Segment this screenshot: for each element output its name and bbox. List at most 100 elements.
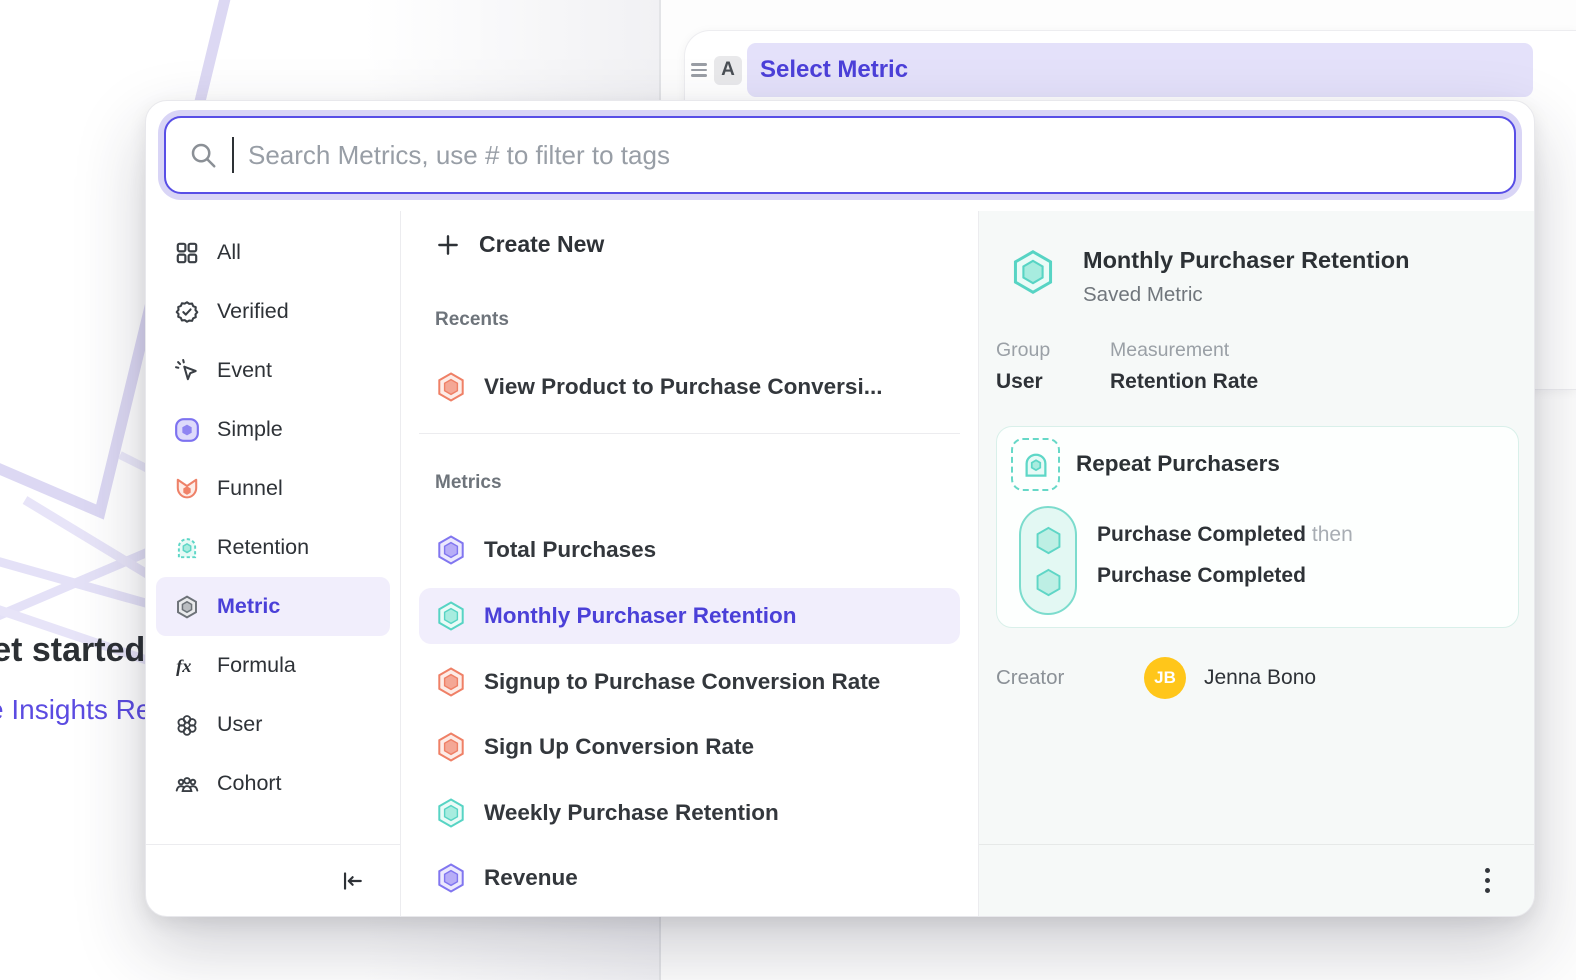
background-report-link[interactable]: e Insights Re bbox=[0, 694, 151, 726]
sidebar-item-metric[interactable]: Metric bbox=[156, 577, 390, 636]
search-bar bbox=[164, 116, 1516, 194]
sidebar-item-simple[interactable]: Simple bbox=[156, 400, 390, 459]
definition-step-1: Purchase Completed then bbox=[1097, 523, 1353, 547]
retention-arch-icon bbox=[1021, 449, 1051, 481]
sidebar-item-label: Retention bbox=[217, 535, 309, 560]
more-options-button[interactable] bbox=[1479, 862, 1497, 900]
select-metric-pill[interactable]: Select Metric bbox=[747, 43, 1533, 97]
sidebar-item-cohort[interactable]: Cohort bbox=[156, 754, 390, 813]
sidebar-item-label: Funnel bbox=[217, 476, 283, 501]
metric-hexagon-icon bbox=[435, 666, 467, 698]
list-item-label: Monthly Purchaser Retention bbox=[484, 603, 797, 629]
step-connector: then bbox=[1312, 523, 1353, 546]
metric-hexagon-icon bbox=[435, 600, 467, 632]
field-value: Retention Rate bbox=[1110, 370, 1258, 394]
metric-hexagon-icon bbox=[435, 534, 467, 566]
sidebar-item-user[interactable]: User bbox=[156, 695, 390, 754]
metric-detail-panel: Monthly Purchaser Retention Saved Metric… bbox=[979, 211, 1534, 916]
search-icon bbox=[188, 140, 218, 170]
svg-text:fx: fx bbox=[176, 655, 191, 675]
metric-hexagon-icon bbox=[435, 862, 467, 894]
list-item-recent[interactable]: View Product to Purchase Conversi... bbox=[419, 359, 960, 415]
sidebar-item-retention[interactable]: Retention bbox=[156, 518, 390, 577]
background-headline: Let's get started. bbox=[0, 631, 155, 670]
metric-picker-modal: All Verified Event bbox=[145, 100, 1535, 917]
list-item-label: Signup to Purchase Conversion Rate bbox=[484, 669, 880, 695]
series-a-badge[interactable]: A bbox=[714, 56, 742, 85]
retention-arch-icon bbox=[174, 535, 200, 561]
sidebar-item-funnel[interactable]: Funnel bbox=[156, 459, 390, 518]
retention-metric-hexagon-icon bbox=[1009, 247, 1057, 297]
list-item-label: Revenue bbox=[484, 865, 578, 891]
field-measurement: Measurement Retention Rate bbox=[1110, 339, 1258, 394]
formula-fx-icon: fx bbox=[174, 653, 200, 679]
sidebar-footer bbox=[146, 844, 400, 916]
step-event-name: Purchase Completed bbox=[1097, 523, 1306, 546]
sidebar-item-label: Verified bbox=[217, 299, 289, 324]
event-hexagon-icon bbox=[1033, 525, 1064, 556]
collapse-sidebar-button[interactable] bbox=[338, 868, 364, 894]
cursor-click-icon bbox=[174, 358, 200, 384]
create-new-button[interactable]: Create New bbox=[435, 231, 604, 258]
list-item-signup-conversion-rate[interactable]: Sign Up Conversion Rate bbox=[419, 719, 960, 775]
list-item-label: View Product to Purchase Conversi... bbox=[484, 374, 882, 400]
list-item-label: Sign Up Conversion Rate bbox=[484, 734, 754, 760]
list-item-monthly-purchaser-retention[interactable]: Monthly Purchaser Retention bbox=[419, 588, 960, 644]
creator-name: Jenna Bono bbox=[1204, 666, 1316, 690]
plus-icon bbox=[435, 232, 461, 258]
detail-footer bbox=[979, 844, 1534, 916]
sidebar-item-label: Formula bbox=[217, 653, 296, 678]
sidebar-item-all[interactable]: All bbox=[156, 223, 390, 282]
field-group: Group User bbox=[996, 339, 1086, 394]
event-sequence-capsule bbox=[1019, 506, 1077, 615]
sidebar-item-formula[interactable]: fx Formula bbox=[156, 636, 390, 695]
search-box[interactable] bbox=[164, 116, 1516, 194]
field-label: Group bbox=[996, 339, 1086, 362]
list-item-label: Total Purchases bbox=[484, 537, 656, 563]
step-event-name: Purchase Completed bbox=[1097, 564, 1306, 587]
metric-hexagon-icon bbox=[435, 797, 467, 829]
sidebar-item-event[interactable]: Event bbox=[156, 341, 390, 400]
creator-avatar: JB bbox=[1144, 657, 1186, 699]
funnel-metric-hexagon-icon bbox=[435, 371, 467, 403]
metric-list: Create New Recents View Product to Purch… bbox=[401, 211, 979, 916]
cohort-people-icon bbox=[174, 771, 200, 797]
search-input[interactable] bbox=[248, 140, 1492, 171]
detail-fields: Group User Measurement Retention Rate bbox=[996, 339, 1258, 394]
verified-badge-icon bbox=[174, 299, 200, 325]
behavior-icon bbox=[1011, 438, 1060, 491]
detail-subtitle: Saved Metric bbox=[1083, 283, 1409, 307]
create-new-label: Create New bbox=[479, 231, 604, 258]
funnel-icon bbox=[174, 476, 200, 502]
sidebar-item-verified[interactable]: Verified bbox=[156, 282, 390, 341]
field-value: User bbox=[996, 370, 1086, 394]
metric-row: A Select Metric bbox=[691, 43, 1533, 97]
simple-metric-icon bbox=[174, 417, 200, 443]
event-hexagon-icon bbox=[1033, 567, 1064, 598]
filter-sidebar: All Verified Event bbox=[146, 211, 401, 916]
drag-handle-icon[interactable] bbox=[691, 63, 707, 76]
list-item-signup-to-purchase[interactable]: Signup to Purchase Conversion Rate bbox=[419, 654, 960, 710]
definition-card: Repeat Purchasers Purchase Completed then… bbox=[996, 426, 1519, 628]
sidebar-item-label: Metric bbox=[217, 594, 280, 619]
definition-title: Repeat Purchasers bbox=[1076, 451, 1280, 477]
sidebar-item-label: User bbox=[217, 712, 262, 737]
field-label: Measurement bbox=[1110, 339, 1258, 362]
creator-row: Creator JB Jenna Bono bbox=[996, 657, 1496, 699]
section-label-metrics: Metrics bbox=[435, 472, 502, 494]
detail-header: Monthly Purchaser Retention Saved Metric bbox=[1009, 247, 1409, 307]
detail-title: Monthly Purchaser Retention bbox=[1083, 247, 1409, 274]
section-label-recents: Recents bbox=[435, 309, 509, 331]
list-divider bbox=[419, 433, 960, 434]
list-item-weekly-purchase-retention[interactable]: Weekly Purchase Retention bbox=[419, 785, 960, 841]
sidebar-item-label: Event bbox=[217, 358, 272, 383]
list-item-label: Weekly Purchase Retention bbox=[484, 800, 779, 826]
creator-label: Creator bbox=[996, 666, 1144, 690]
list-item-revenue[interactable]: Revenue bbox=[419, 850, 960, 906]
user-cluster-icon bbox=[174, 712, 200, 738]
list-item-total-purchases[interactable]: Total Purchases bbox=[419, 522, 960, 578]
text-cursor bbox=[232, 137, 234, 173]
collapse-left-icon bbox=[338, 868, 364, 894]
sidebar-item-label: Cohort bbox=[217, 771, 282, 796]
grid-icon bbox=[174, 240, 200, 266]
